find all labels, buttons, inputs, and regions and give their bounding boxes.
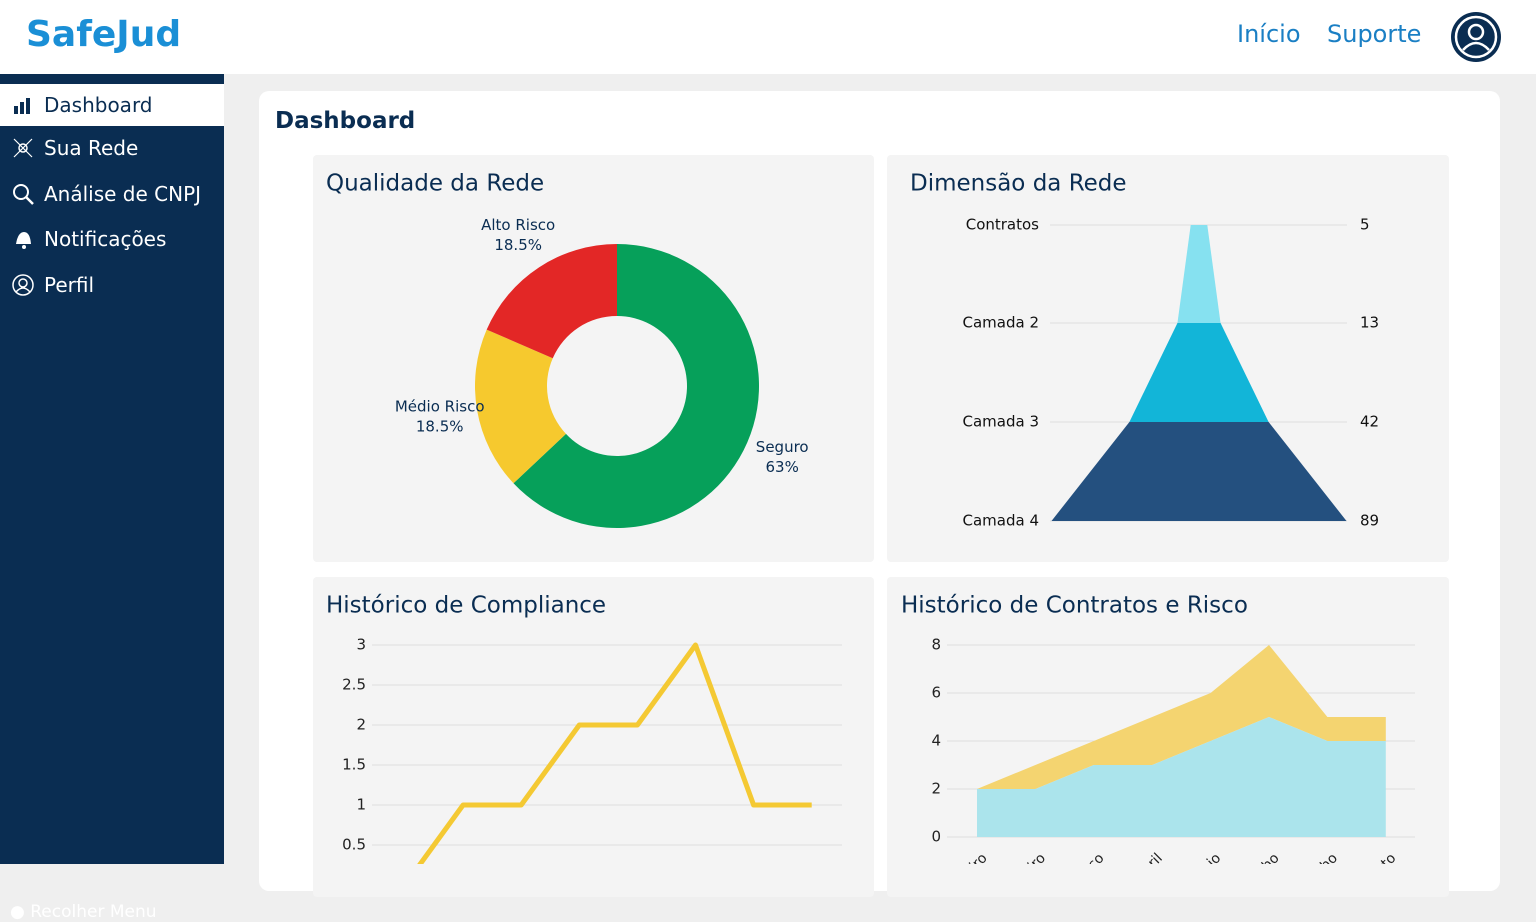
y-tick-label: 1.5 [342,756,366,774]
slice-label: Alto Risco [481,216,555,234]
chart-title: Histórico de Compliance [326,593,606,619]
page-title: Dashboard [275,108,416,134]
x-tick-label: Março [1066,850,1107,864]
y-tick-label: 1 [356,796,366,814]
level-label: Camada 2 [963,314,1040,332]
header: SafeJud Início Suporte [0,0,1536,74]
y-tick-label: 0 [931,828,941,846]
menu-label: Dashboard [44,93,153,117]
pie-slice [486,244,617,359]
area-series [977,717,1386,837]
level-value: 13 [1360,314,1379,332]
x-tick-label: Junho [1243,850,1283,864]
slice-value: 18.5% [494,236,542,254]
slice-label: Seguro [756,438,809,456]
level-value: 89 [1360,512,1379,530]
area-series [977,645,1386,789]
y-tick-label: 2 [931,780,941,798]
menu-item[interactable]: Perfil [0,264,224,306]
level-value: 42 [1360,413,1379,431]
menu-item[interactable]: Sua Rede [0,127,224,169]
y-tick-label: 6 [931,684,941,702]
chart-title: Histórico de Contratos e Risco [901,593,1248,619]
menu-item[interactable]: Dashboard [0,84,224,126]
menu-label: Perfil [44,273,95,297]
level-label: Camada 3 [963,413,1040,431]
y-tick-label: 0.5 [342,836,366,854]
chart-card [313,577,874,897]
x-tick-label: Janeiro [945,850,991,864]
y-tick-label: 3 [356,636,366,654]
y-tick-label: 8 [931,636,941,654]
level-label: Contratos [966,216,1039,234]
slice-label: Médio Risco [395,397,485,415]
menu-label: Notificações [44,227,167,251]
y-tick-label: 4 [931,732,941,750]
icon [12,274,34,296]
chart-title: Dimensão da Rede [910,171,1127,197]
menu-item[interactable]: Notificações [0,218,224,260]
line-series [417,642,812,864]
menu-label: Análise de CNPJ [44,182,202,206]
avatar[interactable] [1449,10,1503,64]
x-tick-label: Abril [1132,850,1166,864]
collapse-label: Recolher Menu [30,902,157,922]
icon [16,232,31,249]
x-tick-label: Julho [1305,850,1341,864]
icon [14,98,30,114]
slice-value: 18.5% [416,417,464,435]
funnel-segment [1051,422,1347,521]
menu-label: Sua Rede [44,136,139,160]
sidebar: Dashboard Sua Rede Análise de CNPJ Notif… [0,74,224,922]
pie-slice [474,329,566,484]
charts: Qualidade da Rede Seguro 63% Médio Risco 18.… [326,171,1415,864]
level-label: Camada 4 [963,512,1040,530]
collapse-menu[interactable]: ● Recolher Menu [10,902,157,922]
menu-item[interactable]: Análise de CNPJ [0,173,224,215]
pie-slice [513,244,759,528]
funnel-segment [1177,225,1221,323]
x-tick-label: Maio [1190,850,1225,864]
x-tick-label: Agosto [1354,850,1400,864]
y-tick-label: 2 [356,716,366,734]
nav-link[interactable]: Início [1237,20,1301,48]
logo[interactable]: SafeJud [26,14,182,55]
chart-title: Qualidade da Rede [326,171,544,197]
slice-value: 63% [766,458,799,476]
icon [13,184,34,205]
x-tick-label: Fevereiro [992,850,1049,864]
funnel-segment [1129,323,1269,422]
y-tick-label: 2.5 [342,676,366,694]
icon [13,138,33,158]
level-value: 5 [1360,216,1370,234]
nav-link[interactable]: Suporte [1327,20,1422,48]
